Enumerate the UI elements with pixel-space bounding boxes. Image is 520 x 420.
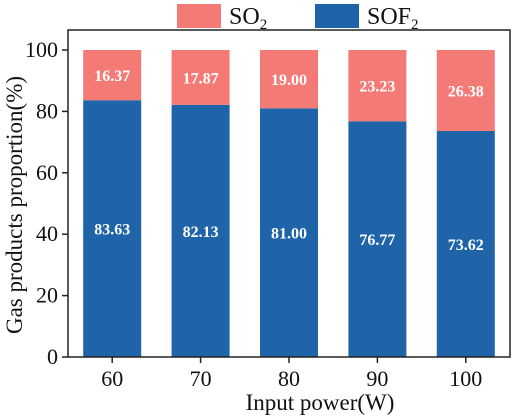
data-label-so-80: 19.00 [271, 72, 307, 89]
y-tick-label-100: 100 [25, 37, 58, 62]
y-tick-label-20: 20 [36, 283, 58, 308]
legend-swatch-so [177, 4, 221, 28]
y-tick-label-60: 60 [36, 160, 58, 185]
y-axis-title: Gas products proportion(%) [2, 76, 27, 334]
data-label-sof-80: 81.00 [271, 226, 307, 243]
bar-sof-80 [260, 108, 318, 357]
legend: SO2 SOF2 [177, 4, 419, 33]
bar-sof-90 [348, 121, 407, 357]
data-label-sof-60: 83.63 [94, 222, 130, 239]
x-tick-label-80: 80 [278, 366, 300, 391]
data-label-so-70: 17.87 [183, 70, 219, 87]
data-label-so-90: 23.23 [359, 79, 395, 96]
bar-sof-60 [83, 100, 142, 358]
y-tick-label-0: 0 [47, 344, 58, 369]
y-tick-label-80: 80 [36, 98, 58, 123]
legend-label-so: SO2 [229, 4, 267, 33]
data-label-sof-100: 73.62 [448, 237, 484, 254]
data-label-so-60: 16.37 [94, 68, 130, 85]
bar-sof-100 [436, 130, 495, 357]
bar-so-100 [436, 50, 495, 131]
x-axis-title: Input power(W) [246, 390, 395, 415]
x-tick-label-70: 70 [190, 366, 212, 391]
bar-sof-70 [171, 104, 230, 357]
x-tick-label-60: 60 [101, 366, 123, 391]
data-label-sof-70: 82.13 [183, 224, 219, 241]
legend-swatch-sof [315, 4, 359, 28]
bars: 83.63 16.37 82.13 17.87 81.00 19.00 76.77 23.23… [83, 50, 495, 358]
bar-so-60 [83, 50, 142, 101]
bar-so-90 [348, 50, 407, 122]
data-label-so-100: 26.38 [448, 83, 484, 100]
axes: 0 20 40 60 80 100 60 70 80 90 100 [25, 29, 511, 391]
legend-label-sof: SOF2 [367, 4, 419, 33]
data-label-sof-90: 76.77 [359, 232, 395, 249]
y-tick-label-40: 40 [36, 221, 58, 246]
bar-so-70 [171, 50, 230, 105]
x-tick-label-90: 90 [366, 366, 388, 391]
bar-so-80 [260, 50, 318, 109]
x-tick-label-100: 100 [449, 366, 482, 391]
